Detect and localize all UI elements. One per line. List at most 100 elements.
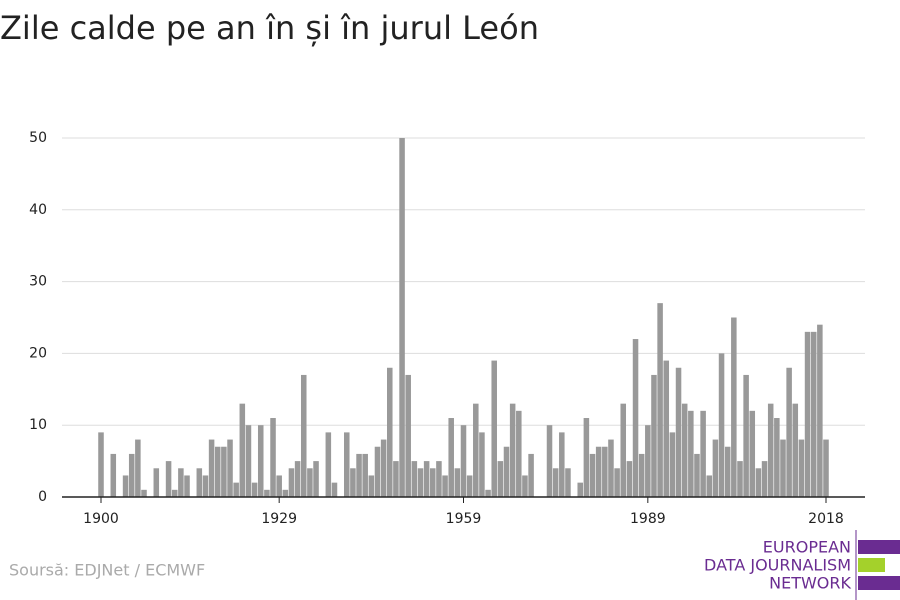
bar xyxy=(233,482,239,497)
x-tick-label: 1929 xyxy=(261,511,297,527)
bar xyxy=(479,432,485,497)
bar xyxy=(325,432,332,497)
y-tick-label: 10 xyxy=(29,417,47,433)
bar xyxy=(681,403,688,497)
bar xyxy=(153,468,160,497)
bar xyxy=(294,461,301,497)
logo-bar xyxy=(858,576,900,590)
bar xyxy=(792,403,799,497)
bar xyxy=(362,453,368,497)
bar xyxy=(602,446,608,497)
bar xyxy=(786,367,792,497)
bar xyxy=(737,461,743,497)
bar xyxy=(436,461,442,497)
bar xyxy=(374,446,381,497)
bar xyxy=(122,475,129,497)
bar xyxy=(466,475,473,497)
y-tick-label: 30 xyxy=(29,274,47,290)
bar xyxy=(669,432,676,497)
bar xyxy=(516,410,522,497)
bar xyxy=(780,439,786,497)
bar xyxy=(731,317,737,497)
bar xyxy=(417,468,424,497)
logo-bar xyxy=(858,558,885,572)
bar xyxy=(614,468,620,497)
bar xyxy=(706,475,713,497)
bar xyxy=(313,461,319,497)
bar xyxy=(184,475,190,497)
bar xyxy=(485,489,491,497)
bar xyxy=(767,403,774,497)
x-tick-label: 1900 xyxy=(83,511,119,527)
bar xyxy=(724,446,731,497)
bar xyxy=(546,425,553,497)
bar xyxy=(405,374,411,497)
bar xyxy=(595,446,602,497)
bar xyxy=(491,360,497,497)
x-tick-label: 2018 xyxy=(808,511,844,527)
bar xyxy=(264,489,270,497)
bar xyxy=(509,403,516,497)
bar xyxy=(350,468,356,497)
y-tick-label: 0 xyxy=(38,489,47,505)
bar xyxy=(251,482,258,497)
bar xyxy=(774,418,780,497)
bar xyxy=(645,425,651,497)
bar xyxy=(798,439,805,497)
bar xyxy=(460,425,467,497)
bar xyxy=(399,138,405,497)
bar xyxy=(761,461,768,497)
logo-bar xyxy=(858,540,900,554)
bar xyxy=(651,374,657,497)
y-tick-label: 40 xyxy=(29,202,47,218)
bar xyxy=(270,418,276,497)
bar xyxy=(276,475,282,497)
bar xyxy=(675,367,682,497)
bar xyxy=(343,432,350,497)
bar xyxy=(141,489,147,497)
bar xyxy=(307,468,313,497)
bar xyxy=(608,439,614,497)
bar xyxy=(749,410,756,497)
bar xyxy=(626,461,633,497)
bar xyxy=(411,461,418,497)
bar xyxy=(823,439,829,497)
bar xyxy=(214,446,221,497)
bar xyxy=(430,468,436,497)
bar xyxy=(810,331,817,497)
bar xyxy=(688,410,694,497)
logo-text: NETWORK xyxy=(769,574,851,593)
bar xyxy=(583,418,590,497)
bar xyxy=(165,461,172,497)
bar xyxy=(620,403,627,497)
bar xyxy=(718,353,725,497)
bar xyxy=(423,461,430,497)
bar xyxy=(694,453,700,497)
bar xyxy=(559,432,565,497)
bar xyxy=(245,425,252,497)
bar xyxy=(393,461,399,497)
logo-text: EUROPEAN xyxy=(763,538,851,557)
bar xyxy=(300,374,307,497)
x-tick-label: 1989 xyxy=(630,511,666,527)
bar xyxy=(239,403,246,497)
bar xyxy=(208,439,215,497)
bar xyxy=(817,324,823,497)
bar xyxy=(454,468,461,497)
bar xyxy=(755,468,762,497)
bar xyxy=(387,367,393,497)
bar xyxy=(589,453,596,497)
y-tick-label: 20 xyxy=(29,345,47,361)
bar xyxy=(98,432,104,497)
bar xyxy=(171,489,178,497)
source: Soursă: EDJNet / ECMWF xyxy=(9,561,205,580)
logo-text: DATA JOURNALISM xyxy=(704,556,851,575)
bar xyxy=(497,461,504,497)
bar xyxy=(178,468,184,497)
bar xyxy=(638,453,645,497)
bar xyxy=(700,410,706,497)
bar xyxy=(577,482,584,497)
bar xyxy=(282,489,289,497)
chart-title: Zile calde pe an în și în jurul León xyxy=(0,9,539,47)
